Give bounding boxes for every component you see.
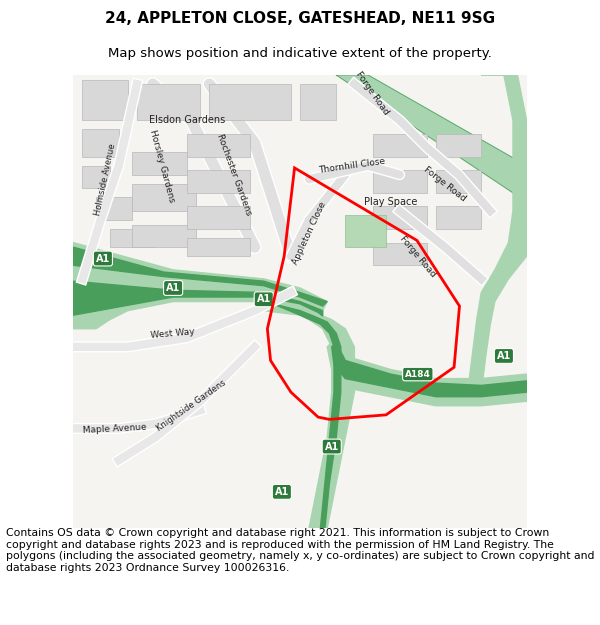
Text: A1: A1 — [96, 254, 110, 264]
Bar — [187, 170, 250, 192]
Bar — [373, 170, 427, 192]
Bar — [187, 134, 250, 156]
Text: Contains OS data © Crown copyright and database right 2021. This information is : Contains OS data © Crown copyright and d… — [6, 528, 595, 573]
Bar — [373, 206, 427, 229]
Text: Horsley Gardens: Horsley Gardens — [148, 128, 176, 203]
Text: Rochester Gardens: Rochester Gardens — [215, 132, 253, 217]
Text: Forge Road: Forge Road — [422, 164, 468, 203]
Text: Play Space: Play Space — [364, 197, 418, 207]
Polygon shape — [73, 247, 327, 306]
Bar — [436, 206, 481, 229]
Bar — [300, 84, 336, 120]
Polygon shape — [73, 242, 327, 311]
Polygon shape — [273, 304, 341, 528]
Bar — [187, 238, 250, 256]
Bar — [209, 84, 291, 120]
Text: A184: A184 — [405, 369, 431, 379]
Text: Thornhill Close: Thornhill Close — [318, 156, 386, 175]
Text: A1: A1 — [257, 294, 271, 304]
Polygon shape — [264, 301, 355, 528]
Polygon shape — [327, 338, 527, 406]
Bar — [436, 134, 481, 156]
Bar — [110, 229, 155, 247]
Polygon shape — [332, 342, 527, 397]
Text: Forge Road: Forge Road — [398, 234, 437, 279]
Text: Forge Road: Forge Road — [354, 70, 391, 116]
Bar — [82, 129, 119, 156]
Bar — [436, 170, 481, 192]
Text: Elsdon Gardens: Elsdon Gardens — [149, 115, 225, 125]
Text: A1: A1 — [497, 351, 511, 361]
Text: Maple Avenue: Maple Avenue — [82, 422, 146, 434]
Text: A1: A1 — [275, 487, 289, 497]
Bar — [82, 166, 110, 188]
Bar — [373, 134, 427, 156]
Text: Holmside Avenue: Holmside Avenue — [93, 142, 117, 216]
Bar — [82, 79, 128, 120]
Text: 24, APPLETON CLOSE, GATESHEAD, NE11 9SG: 24, APPLETON CLOSE, GATESHEAD, NE11 9SG — [105, 11, 495, 26]
Text: West Way: West Way — [151, 327, 196, 340]
Polygon shape — [73, 274, 323, 329]
Text: Knightside Gardens: Knightside Gardens — [155, 378, 227, 433]
Bar — [346, 216, 386, 247]
Text: Map shows position and indicative extent of the property.: Map shows position and indicative extent… — [108, 48, 492, 61]
Bar — [373, 242, 427, 265]
Bar — [133, 184, 196, 211]
Polygon shape — [467, 75, 527, 392]
Bar — [133, 224, 196, 247]
Bar — [96, 198, 133, 220]
Bar — [133, 152, 187, 174]
Bar — [137, 84, 200, 120]
Polygon shape — [73, 281, 323, 316]
Text: A1: A1 — [325, 441, 339, 451]
Text: A1: A1 — [166, 283, 180, 293]
Text: Appleton Close: Appleton Close — [290, 201, 328, 266]
Polygon shape — [336, 75, 527, 202]
Bar — [187, 206, 250, 229]
